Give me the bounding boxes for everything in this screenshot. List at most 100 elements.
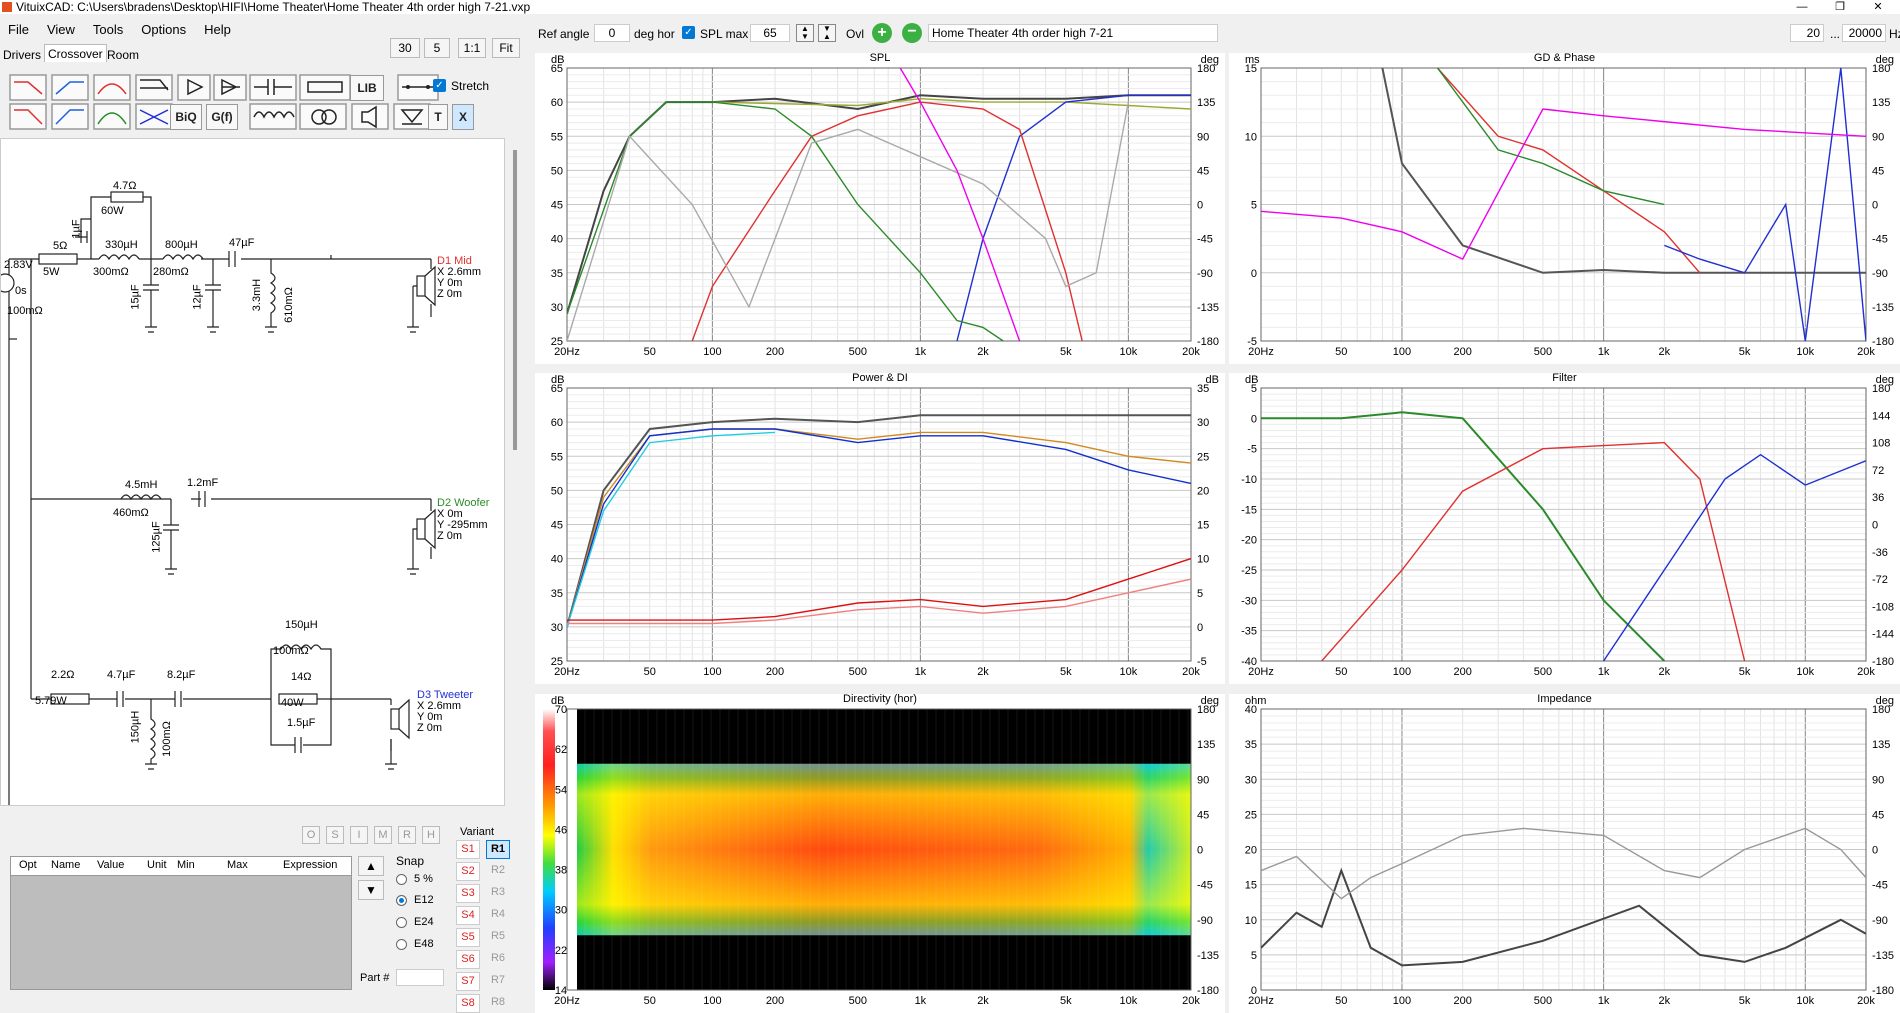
y2-tick-label: -90 <box>1872 268 1888 280</box>
y2-tick-label: 72 <box>1872 465 1884 477</box>
x-tick-label: 100 <box>703 995 721 1007</box>
y-tick-label: 30 <box>1245 774 1257 786</box>
biquad-button[interactable]: BiQ <box>170 104 202 130</box>
opt-o-button[interactable]: O <box>302 826 320 844</box>
col-min: Min <box>177 859 195 871</box>
spl-max-input[interactable]: 65 <box>750 24 790 42</box>
freq-min-input[interactable]: 20 <box>1790 24 1824 42</box>
schematic-scrollbar[interactable] <box>513 150 517 450</box>
y2-tick-label: -90 <box>1197 268 1213 280</box>
snap-label-5pct: 5 % <box>414 873 433 885</box>
variant-s6[interactable]: S6 <box>456 950 480 969</box>
menu-help[interactable]: Help <box>204 22 231 37</box>
x-tick-label: 500 <box>849 346 867 358</box>
opt-m-button[interactable]: M <box>374 826 392 844</box>
library-button[interactable]: LIB <box>350 75 384 101</box>
variant-r2[interactable]: R2 <box>490 864 506 876</box>
zoom-5-button[interactable]: 5 <box>424 38 450 58</box>
menu-options[interactable]: Options <box>141 22 187 37</box>
maximize-icon[interactable]: ❐ <box>1835 1 1845 13</box>
tab-crossover[interactable]: Crossover <box>44 44 107 62</box>
menu-file[interactable]: File <box>8 22 29 37</box>
overlay-name-field[interactable]: Home Theater 4th order high 7-21 <box>928 24 1218 42</box>
variant-s8[interactable]: S8 <box>456 994 480 1013</box>
opt-i-button[interactable]: I <box>350 826 368 844</box>
variant-s7[interactable]: S7 <box>456 972 480 991</box>
driver-d2[interactable]: D2 Woofer X 0m Y -295mm Z 0m <box>437 498 489 542</box>
stretch-checkbox[interactable]: ✓ <box>433 79 446 92</box>
text-button[interactable]: T <box>428 104 448 130</box>
series-line <box>1261 411 1666 661</box>
spl-max-checkbox[interactable]: ✓ <box>682 26 695 39</box>
label-l45m: 4.5mH <box>125 479 158 491</box>
variant-r3[interactable]: R3 <box>490 886 506 898</box>
snap-radio-e24[interactable] <box>396 917 407 928</box>
chart-gd-phase[interactable]: 15 10 5 0 -5 180 135 90 45 0 -45 -90 -135 -180 20Hz 50 1… <box>1229 52 1900 364</box>
minimize-icon[interactable]: — <box>1796 1 1808 13</box>
variant-r5[interactable]: R5 <box>490 930 506 942</box>
x-tick-label: 2k <box>1659 995 1671 1007</box>
x-tick-label: 20Hz <box>554 666 580 678</box>
variant-s4[interactable]: S4 <box>456 906 480 925</box>
menu-view[interactable]: View <box>46 22 75 37</box>
variant-r7[interactable]: R7 <box>490 974 506 986</box>
y-tick-label: 10 <box>1245 131 1257 143</box>
part-input[interactable] <box>396 969 444 986</box>
chart-power-di[interactable]: 65 60 55 50 45 40 35 30 25 35 30 25 20 15 10 5 0 -5 20Hz 50… <box>535 372 1225 684</box>
snap-radio-e12[interactable] <box>396 895 407 906</box>
opt-h-button[interactable]: H <box>422 826 440 844</box>
driver-d3[interactable]: D3 Tweeter X 2.6mm Y 0m Z 0m <box>417 690 473 734</box>
tab-drivers[interactable]: Drivers <box>3 48 41 62</box>
label-r280: 280mΩ <box>153 266 189 278</box>
x-tick-label: 10k <box>1796 995 1814 1007</box>
snap-radio-5pct[interactable] <box>396 874 407 885</box>
delete-button[interactable]: X <box>452 104 474 130</box>
snap-radio-e48[interactable] <box>396 939 407 950</box>
remove-overlay-icon[interactable]: − <box>902 23 922 43</box>
chart-title: Power & DI <box>852 372 908 384</box>
fit-button[interactable]: Fit <box>492 38 520 58</box>
y-axis-unit: ohm <box>1245 695 1267 707</box>
variant-r8[interactable]: R8 <box>490 996 506 1008</box>
chart-svg: 65 60 55 50 45 40 35 30 25 180 135 90 45 0 -45 -90 -135 -… <box>551 63 1219 358</box>
menu-tools[interactable]: Tools <box>92 22 124 37</box>
variant-r1[interactable]: R1 <box>486 840 510 859</box>
y-tick-label: 25 <box>551 336 563 348</box>
y2-tick-label: -45 <box>1872 880 1888 892</box>
close-icon[interactable]: ✕ <box>1873 1 1883 13</box>
label-r100b: 100mΩ <box>273 645 309 657</box>
x-tick-label: 50 <box>644 995 656 1007</box>
optimizer-table[interactable]: Opt Name Value Unit Min Max Expression <box>10 856 352 990</box>
gf-button[interactable]: G(f) <box>206 104 238 130</box>
driver-d1[interactable]: D1 Mid X 2.6mm Y 0m Z 0m <box>437 256 481 300</box>
tab-room[interactable]: Room <box>107 48 140 62</box>
add-overlay-icon[interactable]: + <box>872 23 892 43</box>
schematic-canvas[interactable]: 4.7Ω 60W 1µF 5Ω 5W 330µH 300mΩ 800µH 280… <box>0 138 505 806</box>
y-tick-label: -15 <box>1241 504 1257 516</box>
spl-stepper-icon[interactable]: ▲ ▼ <box>796 24 814 42</box>
move-up-button[interactable]: ▲ <box>358 856 384 876</box>
spl-stepper-2-icon[interactable]: ▼ ▲ <box>818 24 836 42</box>
variant-r4[interactable]: R4 <box>490 908 506 920</box>
zoom-30-button[interactable]: 30 <box>390 38 420 58</box>
y-axis-unit: dB <box>551 54 565 66</box>
variant-r6[interactable]: R6 <box>490 952 506 964</box>
opt-r-button[interactable]: R <box>398 826 416 844</box>
move-down-button[interactable]: ▼ <box>358 880 384 900</box>
chart-filter[interactable]: 5 0 -5 -10 -15 -20 -25 -30 -35 -40 180 144 108 72 36 0-… <box>1229 372 1900 684</box>
chart-spl[interactable]: 65 60 55 50 45 40 35 30 25 180 135 90 45 0 -45 -90 -135 -… <box>535 52 1225 364</box>
variant-s2[interactable]: S2 <box>456 862 480 881</box>
y2-tick-label: 0 <box>1872 520 1878 532</box>
zoom-1to1-button[interactable]: 1:1 <box>458 38 486 58</box>
y-tick-label: 55 <box>551 131 563 143</box>
chart-directivity[interactable]: 70 62 54 46 38 30 22 14 180 135 90 45 0 -45 -90 -135 -18… <box>535 693 1225 1013</box>
chart-impedance[interactable]: 40 35 30 25 20 15 10 5 0 180 135 90 45 0 -45 -90 -135 -18… <box>1229 693 1900 1013</box>
variant-s3[interactable]: S3 <box>456 884 480 903</box>
y2-tick-label: 180 <box>1197 63 1215 75</box>
x-tick-label: 500 <box>1534 995 1552 1007</box>
ref-angle-input[interactable]: 0 <box>594 24 630 42</box>
variant-s5[interactable]: S5 <box>456 928 480 947</box>
freq-max-input[interactable]: 20000 <box>1842 24 1886 42</box>
variant-s1[interactable]: S1 <box>456 840 480 859</box>
opt-s-button[interactable]: S <box>326 826 344 844</box>
